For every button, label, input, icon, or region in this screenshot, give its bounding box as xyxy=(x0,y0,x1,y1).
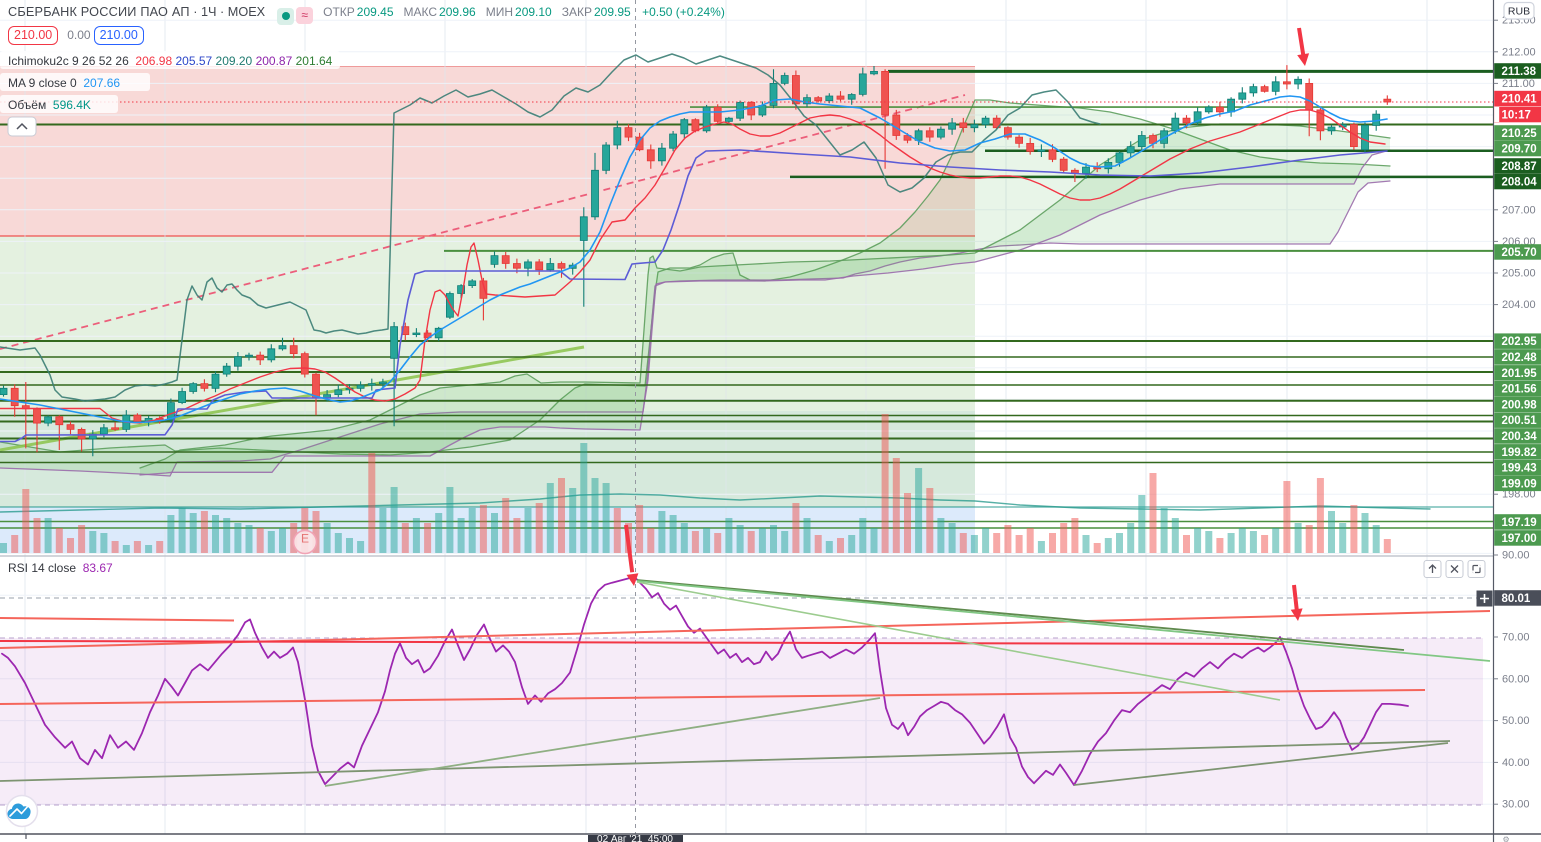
svg-text:⚙: ⚙ xyxy=(1503,835,1510,842)
svg-text:10:17: 10:17 xyxy=(1502,110,1531,122)
svg-text:40.00: 40.00 xyxy=(1502,757,1530,769)
svg-text:202.95: 202.95 xyxy=(1502,336,1538,348)
svg-text:199.09: 199.09 xyxy=(1502,478,1537,490)
svg-text:207.00: 207.00 xyxy=(1502,204,1536,216)
svg-text:202.48: 202.48 xyxy=(1502,352,1538,364)
svg-text:RUB: RUB xyxy=(1508,6,1530,18)
svg-text:197.19: 197.19 xyxy=(1502,517,1537,529)
svg-text:210.25: 210.25 xyxy=(1502,128,1538,140)
svg-text:205.70: 205.70 xyxy=(1502,247,1537,259)
svg-text:200.51: 200.51 xyxy=(1502,415,1538,427)
svg-text:211.00: 211.00 xyxy=(1502,78,1535,90)
svg-text:30.00: 30.00 xyxy=(1502,799,1530,811)
svg-text:199.82: 199.82 xyxy=(1502,447,1537,459)
svg-text:211.38: 211.38 xyxy=(1502,66,1537,78)
svg-text:198.00: 198.00 xyxy=(1502,489,1536,501)
svg-text:50.00: 50.00 xyxy=(1502,715,1530,727)
svg-text:201.56: 201.56 xyxy=(1502,384,1537,396)
svg-text:199.43: 199.43 xyxy=(1502,463,1537,475)
svg-text:80.01: 80.01 xyxy=(1502,593,1531,605)
svg-text:208.04: 208.04 xyxy=(1502,177,1538,189)
svg-text:90.00: 90.00 xyxy=(1502,550,1530,562)
svg-text:210.41: 210.41 xyxy=(1502,94,1538,106)
svg-text:209.70: 209.70 xyxy=(1502,144,1537,156)
svg-text:197.00: 197.00 xyxy=(1502,533,1537,545)
svg-text:201.95: 201.95 xyxy=(1502,368,1538,380)
svg-text:02 Авг '21 45:00: 02 Авг '21 45:00 xyxy=(597,834,673,842)
svg-text:204.00: 204.00 xyxy=(1502,299,1536,311)
svg-text:212.00: 212.00 xyxy=(1502,46,1536,58)
svg-text:70.00: 70.00 xyxy=(1502,632,1530,644)
svg-text:205.00: 205.00 xyxy=(1502,268,1536,280)
svg-text:208.87: 208.87 xyxy=(1502,161,1537,173)
svg-text:E: E xyxy=(301,532,309,546)
svg-text:200.34: 200.34 xyxy=(1502,431,1538,443)
svg-text:200.98: 200.98 xyxy=(1502,399,1538,411)
svg-text:60.00: 60.00 xyxy=(1502,673,1530,685)
